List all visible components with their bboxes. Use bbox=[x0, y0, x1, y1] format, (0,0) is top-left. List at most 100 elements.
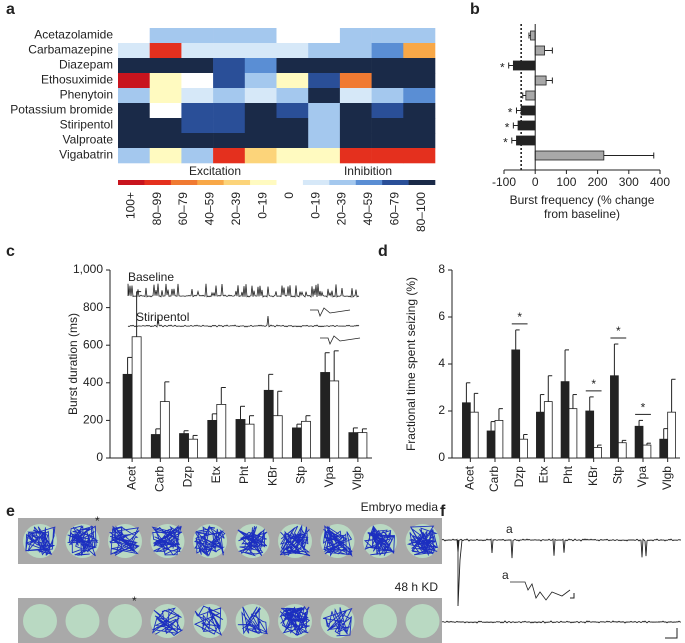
heat-cell bbox=[276, 118, 309, 134]
bar bbox=[512, 60, 536, 71]
bar bbox=[357, 432, 368, 459]
heat-cell bbox=[118, 73, 150, 89]
swim-track bbox=[322, 607, 353, 637]
row-label: Carbamazepine bbox=[28, 43, 113, 57]
heat-cell bbox=[149, 148, 182, 164]
heat-cell bbox=[339, 133, 372, 149]
scale-annotation: Excitation bbox=[189, 164, 241, 178]
x-tick-label: Carb bbox=[487, 466, 501, 492]
bar bbox=[329, 380, 340, 459]
row-label: Vigabatrin bbox=[59, 148, 113, 162]
heat-cell bbox=[213, 148, 246, 164]
panel-label: d bbox=[378, 243, 388, 260]
scale-annotation: Inhibition bbox=[344, 164, 392, 178]
bar bbox=[534, 75, 547, 86]
heat-cell bbox=[403, 28, 436, 44]
swim-track bbox=[108, 525, 140, 557]
scale-label: 40–59 bbox=[203, 192, 217, 226]
heat-cell bbox=[118, 43, 150, 59]
heat-cell bbox=[339, 28, 372, 44]
well bbox=[65, 604, 100, 638]
heat-cell bbox=[308, 148, 341, 164]
heat-cell bbox=[371, 28, 404, 44]
scale-swatch bbox=[250, 180, 277, 185]
heat-cell bbox=[149, 28, 182, 44]
heat-cell bbox=[118, 118, 150, 134]
heat-cell bbox=[308, 88, 341, 104]
bar bbox=[534, 45, 545, 56]
scale-swatch bbox=[382, 180, 409, 185]
y-tick-label: 6 bbox=[438, 309, 445, 323]
bar bbox=[131, 336, 142, 459]
bar bbox=[272, 415, 283, 459]
y-tick-label: 0 bbox=[438, 450, 445, 464]
heat-cell bbox=[371, 43, 404, 59]
scale-label: 80–99 bbox=[150, 192, 164, 226]
heat-cell bbox=[149, 88, 182, 104]
significance-star: * bbox=[500, 61, 505, 75]
heat-cell bbox=[181, 73, 214, 89]
heat-cell bbox=[118, 28, 150, 44]
x-tick-label: Vpa bbox=[322, 466, 336, 488]
heat-cell bbox=[118, 148, 150, 164]
x-tick-label: Etx bbox=[209, 466, 223, 483]
heat-cell bbox=[181, 28, 214, 44]
bar bbox=[159, 401, 170, 459]
heat-cell bbox=[276, 43, 309, 59]
swim-track bbox=[25, 526, 56, 556]
y-tick-label: 0 bbox=[96, 450, 103, 464]
scale-label: 0–19 bbox=[308, 192, 322, 219]
heat-cell bbox=[149, 118, 182, 134]
bar bbox=[150, 434, 161, 459]
scale-label: 60–79 bbox=[176, 192, 190, 226]
heat-cell bbox=[308, 43, 341, 59]
bar bbox=[235, 419, 246, 459]
swim-track bbox=[322, 525, 353, 558]
bar bbox=[659, 438, 669, 459]
bar bbox=[520, 105, 536, 116]
bar bbox=[207, 419, 218, 459]
bar bbox=[543, 401, 553, 459]
panel-label: a bbox=[6, 1, 15, 18]
bar bbox=[534, 150, 605, 161]
well bbox=[108, 604, 142, 638]
heat-cell bbox=[149, 58, 182, 74]
y-tick-label: 1,000 bbox=[73, 262, 103, 276]
heat-cell bbox=[371, 148, 404, 164]
bar bbox=[486, 430, 496, 459]
heat-cell bbox=[181, 133, 214, 149]
swim-track bbox=[194, 525, 226, 557]
bar bbox=[494, 419, 504, 459]
heat-cell bbox=[181, 148, 214, 164]
bar bbox=[593, 447, 602, 459]
heat-cell bbox=[244, 73, 277, 89]
heat-cell bbox=[213, 88, 246, 104]
axis-label: Burst duration (ms) bbox=[66, 313, 80, 415]
heat-cell bbox=[181, 58, 214, 74]
heat-cell bbox=[149, 103, 182, 119]
x-tick-label: Vlgb bbox=[350, 466, 364, 490]
axis-label: from baseline) bbox=[544, 207, 620, 221]
scale-label: 0–19 bbox=[255, 192, 269, 219]
heat-cell bbox=[339, 103, 372, 119]
heat-cell bbox=[403, 103, 436, 119]
heat-cell bbox=[244, 103, 277, 119]
x-tick-label: Carb bbox=[153, 466, 167, 492]
heat-cell bbox=[244, 88, 277, 104]
row-label: Potassium bromide bbox=[10, 103, 113, 117]
bar bbox=[516, 135, 536, 146]
x-tick-label: Vpa bbox=[635, 466, 649, 488]
heat-cell bbox=[403, 73, 436, 89]
x-tick-label: 300 bbox=[619, 175, 639, 189]
scale-label: 60–79 bbox=[388, 192, 402, 226]
axis-label: Fractional time spent seizing (%) bbox=[404, 277, 418, 451]
heat-cell bbox=[244, 28, 277, 44]
row-title: Embryo media bbox=[361, 500, 439, 514]
x-tick-label: KBr bbox=[586, 466, 600, 486]
trace-label: Stiripentol bbox=[136, 310, 189, 324]
scale-label: 80–100 bbox=[414, 192, 428, 232]
heat-cell bbox=[276, 88, 309, 104]
x-tick-label: Pht bbox=[237, 465, 251, 484]
heat-cell bbox=[403, 133, 436, 149]
scale-label: 20–39 bbox=[229, 192, 243, 226]
